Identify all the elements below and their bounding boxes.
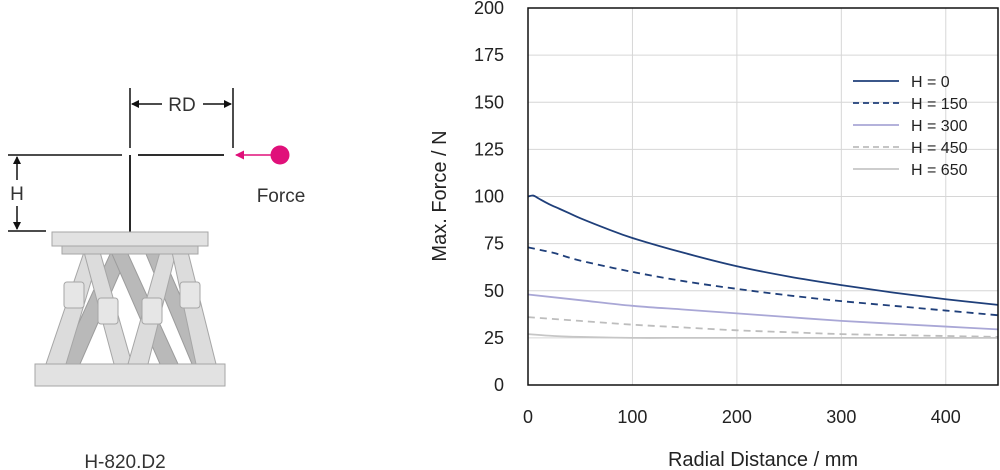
legend: H = 0 H = 150 H = 300 H = 450 H = 650 [853, 74, 968, 179]
y-tick-label: 125 [474, 139, 504, 159]
y-tick-label: 0 [494, 375, 504, 395]
y-tick-label: 25 [484, 328, 504, 348]
y-tick-label: 150 [474, 92, 504, 112]
series-line-2 [527, 293, 999, 331]
series-lines [527, 194, 999, 339]
y-axis-title: Max. Force / N [429, 130, 451, 261]
series-line-1 [527, 246, 999, 317]
series-line-4 [527, 333, 998, 339]
series-line-3 [527, 316, 999, 338]
legend-label: H = 300 [911, 118, 968, 135]
y-tick-label: 75 [484, 234, 504, 254]
force-label: Force [257, 186, 306, 207]
legend-label: H = 450 [911, 140, 968, 157]
hexapod-diagram: RD H Force [8, 88, 305, 470]
legend-label: H = 0 [911, 74, 950, 91]
model-label: H-820.D2 [84, 452, 165, 470]
x-tick-label: 0 [523, 407, 533, 427]
y-tick-label: 175 [474, 45, 504, 65]
x-tick-label: 100 [617, 407, 647, 427]
plot-frame [527, 7, 999, 386]
rd-label: RD [168, 95, 195, 116]
force-point [270, 145, 290, 165]
y-tick-labels: 0 25 50 75 100 125 150 175 200 [474, 0, 504, 395]
x-axis-title: Radial Distance / mm [668, 449, 858, 470]
x-tick-label: 400 [931, 407, 961, 427]
chart-grid [528, 8, 998, 385]
legend-label: H = 650 [911, 162, 968, 179]
h-label: H [10, 184, 24, 205]
legend-label: H = 150 [911, 96, 968, 113]
x-tick-label: 200 [722, 407, 752, 427]
y-tick-label: 50 [484, 281, 504, 301]
x-tick-label: 300 [826, 407, 856, 427]
hexapod-illustration [34, 231, 226, 387]
series-line-0 [527, 194, 999, 306]
chart: 0 25 50 75 100 125 150 175 200 0 100 200 300 400 H =… [429, 0, 999, 470]
y-tick-label: 100 [474, 187, 504, 207]
y-tick-label: 200 [474, 0, 504, 18]
x-tick-labels: 0 100 200 300 400 [523, 407, 961, 427]
